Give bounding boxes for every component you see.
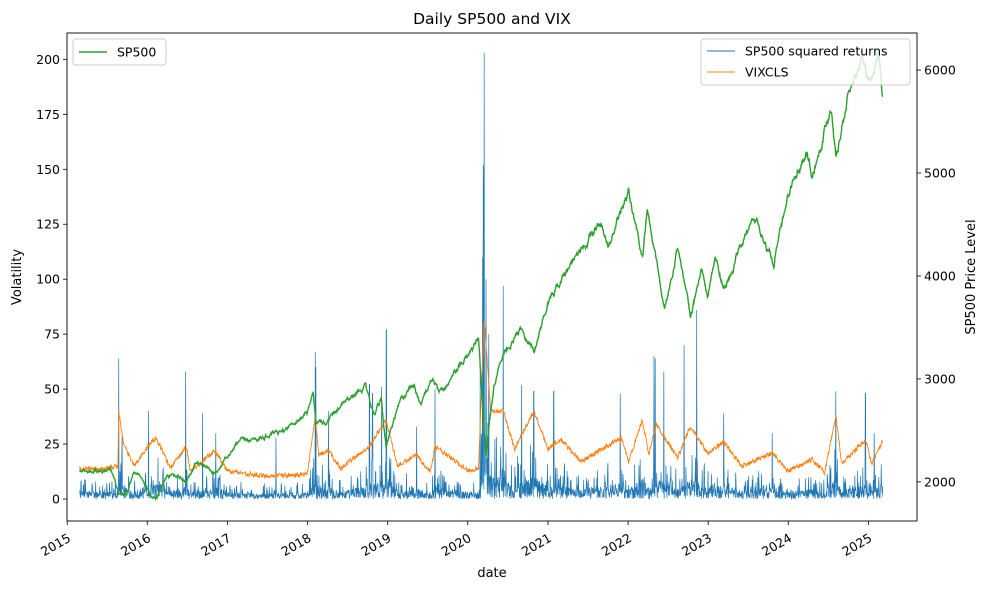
y-left-tick-label: 150	[36, 162, 60, 177]
chart-title: Daily SP500 and VIX	[413, 10, 571, 28]
y-right-tick-label: 4000	[924, 268, 956, 283]
y-left-tick-label: 100	[36, 272, 60, 287]
y-axis-right: 2000 3000 4000 5000 6000	[917, 63, 956, 489]
y-left-tick-label: 0	[52, 492, 60, 507]
y-left-tick-label: 125	[36, 217, 60, 232]
y-axis-right-label: SP500 Price Level	[964, 219, 979, 334]
series-vixcls-line	[79, 320, 884, 480]
legend-right-box	[700, 38, 911, 86]
y-left-tick-label: 200	[36, 52, 60, 67]
legend-label-sp500: SP500	[117, 45, 156, 60]
y-right-tick-label: 3000	[924, 371, 956, 386]
y-left-tick-label: 25	[44, 437, 60, 452]
series-sp500-line	[79, 52, 884, 501]
y-left-tick-label: 75	[44, 327, 60, 342]
series-squared-returns-line	[79, 52, 884, 501]
y-left-tick-label: 175	[36, 107, 60, 122]
legend-label-squared-returns: SP500 squared returns	[745, 44, 888, 59]
x-axis-label: date	[477, 566, 506, 581]
y-axis-left-label: Volatility	[10, 249, 25, 305]
y-axis-left: 0 25 50 75 100 125 150 175 200	[36, 52, 67, 507]
y-left-tick-label: 50	[44, 382, 60, 397]
legend-right: SP500 squared returns VIXCLS	[700, 38, 911, 86]
y-right-tick-label: 6000	[924, 63, 956, 78]
series-layer	[79, 52, 884, 501]
plot-frame	[66, 32, 918, 522]
legend-left: SP500	[72, 38, 167, 66]
legend-label-vixcls: VIXCLS	[745, 65, 789, 80]
y-right-tick-label: 2000	[924, 474, 956, 489]
legend-left-box	[72, 38, 167, 66]
y-right-tick-label: 5000	[924, 166, 956, 181]
